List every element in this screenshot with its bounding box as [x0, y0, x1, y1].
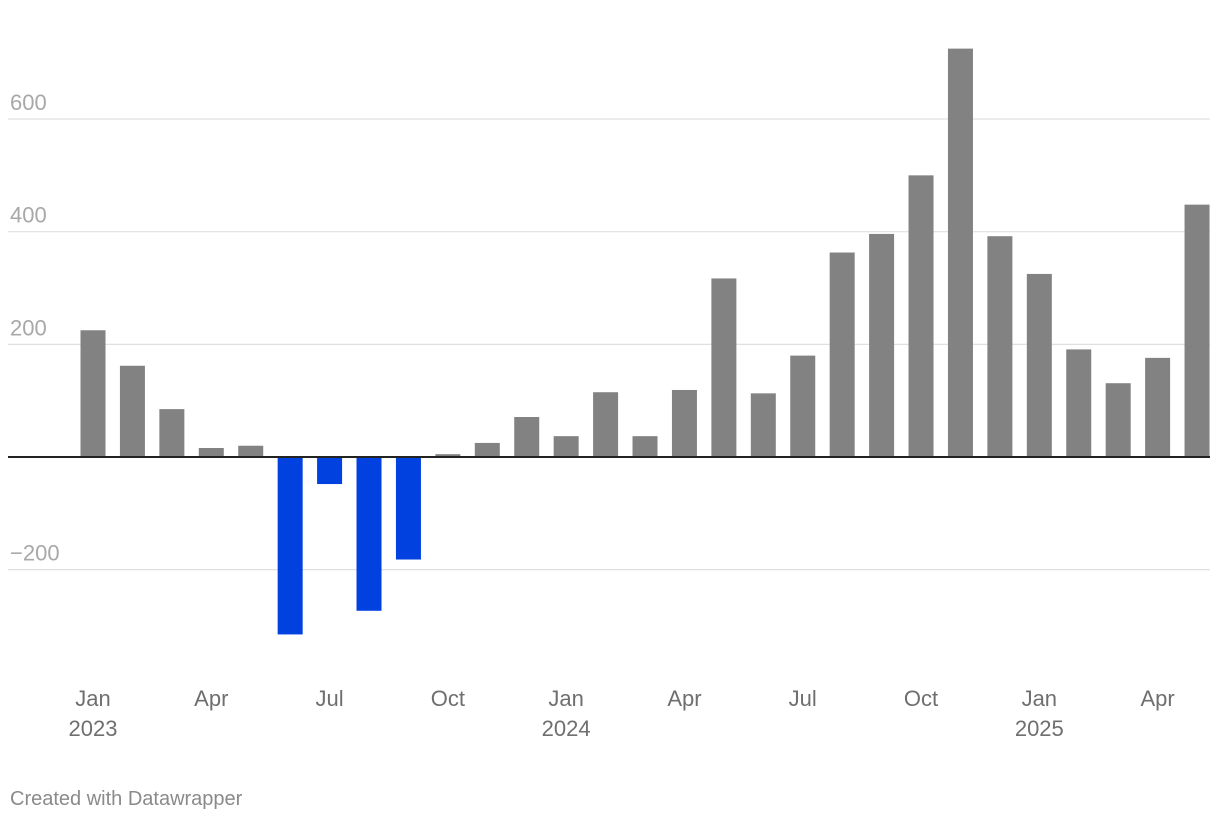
- bar-apr-2025: [1145, 357, 1171, 457]
- x-tick-year: 2023: [69, 716, 118, 741]
- bar-chart: −200 200 400 600 Jan 2023 Apr Jul Oct Jan 2024 Apr…: [8, 48, 1210, 741]
- x-tick-month: Oct: [431, 686, 465, 711]
- x-tick-month: Apr: [1140, 686, 1174, 711]
- bar-nov-2024: [947, 48, 973, 458]
- bar-feb-2024: [593, 392, 619, 457]
- bar-jun-2024: [750, 393, 776, 457]
- y-axis-tick-labels: −200 200 400 600: [10, 90, 60, 566]
- y-tick-label: −200: [10, 541, 60, 566]
- bar-mar-2023: [159, 409, 185, 457]
- bar-jan-2024: [553, 436, 579, 457]
- datawrapper-credit: Created with Datawrapper: [10, 788, 243, 810]
- x-tick-month: Jul: [789, 686, 817, 711]
- bar-may-2024: [711, 278, 737, 457]
- x-axis-tick-labels: Jan 2023 Apr Jul Oct Jan 2024 Apr Jul Oct Jan 2025 A…: [69, 686, 1175, 741]
- bar-mar-2025: [1105, 383, 1131, 457]
- bar-oct-2023: [435, 454, 461, 457]
- x-tick-month: Jan: [548, 686, 583, 711]
- bar-sep-2023: [395, 457, 421, 560]
- bar-dec-2024: [987, 236, 1013, 457]
- bar-jun-2023: [277, 457, 303, 635]
- bar-feb-2025: [1066, 349, 1092, 457]
- bar-aug-2023: [356, 457, 382, 611]
- x-tick-month: Apr: [667, 686, 701, 711]
- bar-dec-2023: [514, 417, 540, 457]
- bar-nov-2023: [474, 442, 500, 457]
- x-tick-month: Jan: [1022, 686, 1057, 711]
- y-tick-label: 600: [10, 90, 47, 115]
- bar-may-2025: [1184, 204, 1210, 457]
- x-tick-month: Apr: [194, 686, 228, 711]
- y-tick-label: 200: [10, 315, 47, 340]
- bar-oct-2024: [908, 175, 934, 457]
- bar-may-2023: [238, 445, 264, 457]
- bar-apr-2023: [198, 447, 224, 457]
- x-tick-month: Oct: [904, 686, 938, 711]
- x-tick-month: Jul: [316, 686, 344, 711]
- bar-jul-2024: [790, 355, 816, 457]
- bar-jan-2023: [80, 330, 106, 457]
- bar-jul-2023: [317, 457, 343, 485]
- x-tick-year: 2024: [542, 716, 591, 741]
- x-tick-year: 2025: [1015, 716, 1064, 741]
- bar-apr-2024: [671, 389, 697, 457]
- bar-jan-2025: [1026, 273, 1052, 457]
- bars: [80, 48, 1210, 635]
- y-tick-label: 400: [10, 203, 47, 228]
- bar-sep-2024: [869, 233, 895, 457]
- bar-aug-2024: [829, 252, 855, 457]
- x-tick-month: Jan: [75, 686, 110, 711]
- bar-mar-2024: [632, 436, 658, 457]
- bar-feb-2023: [119, 365, 145, 457]
